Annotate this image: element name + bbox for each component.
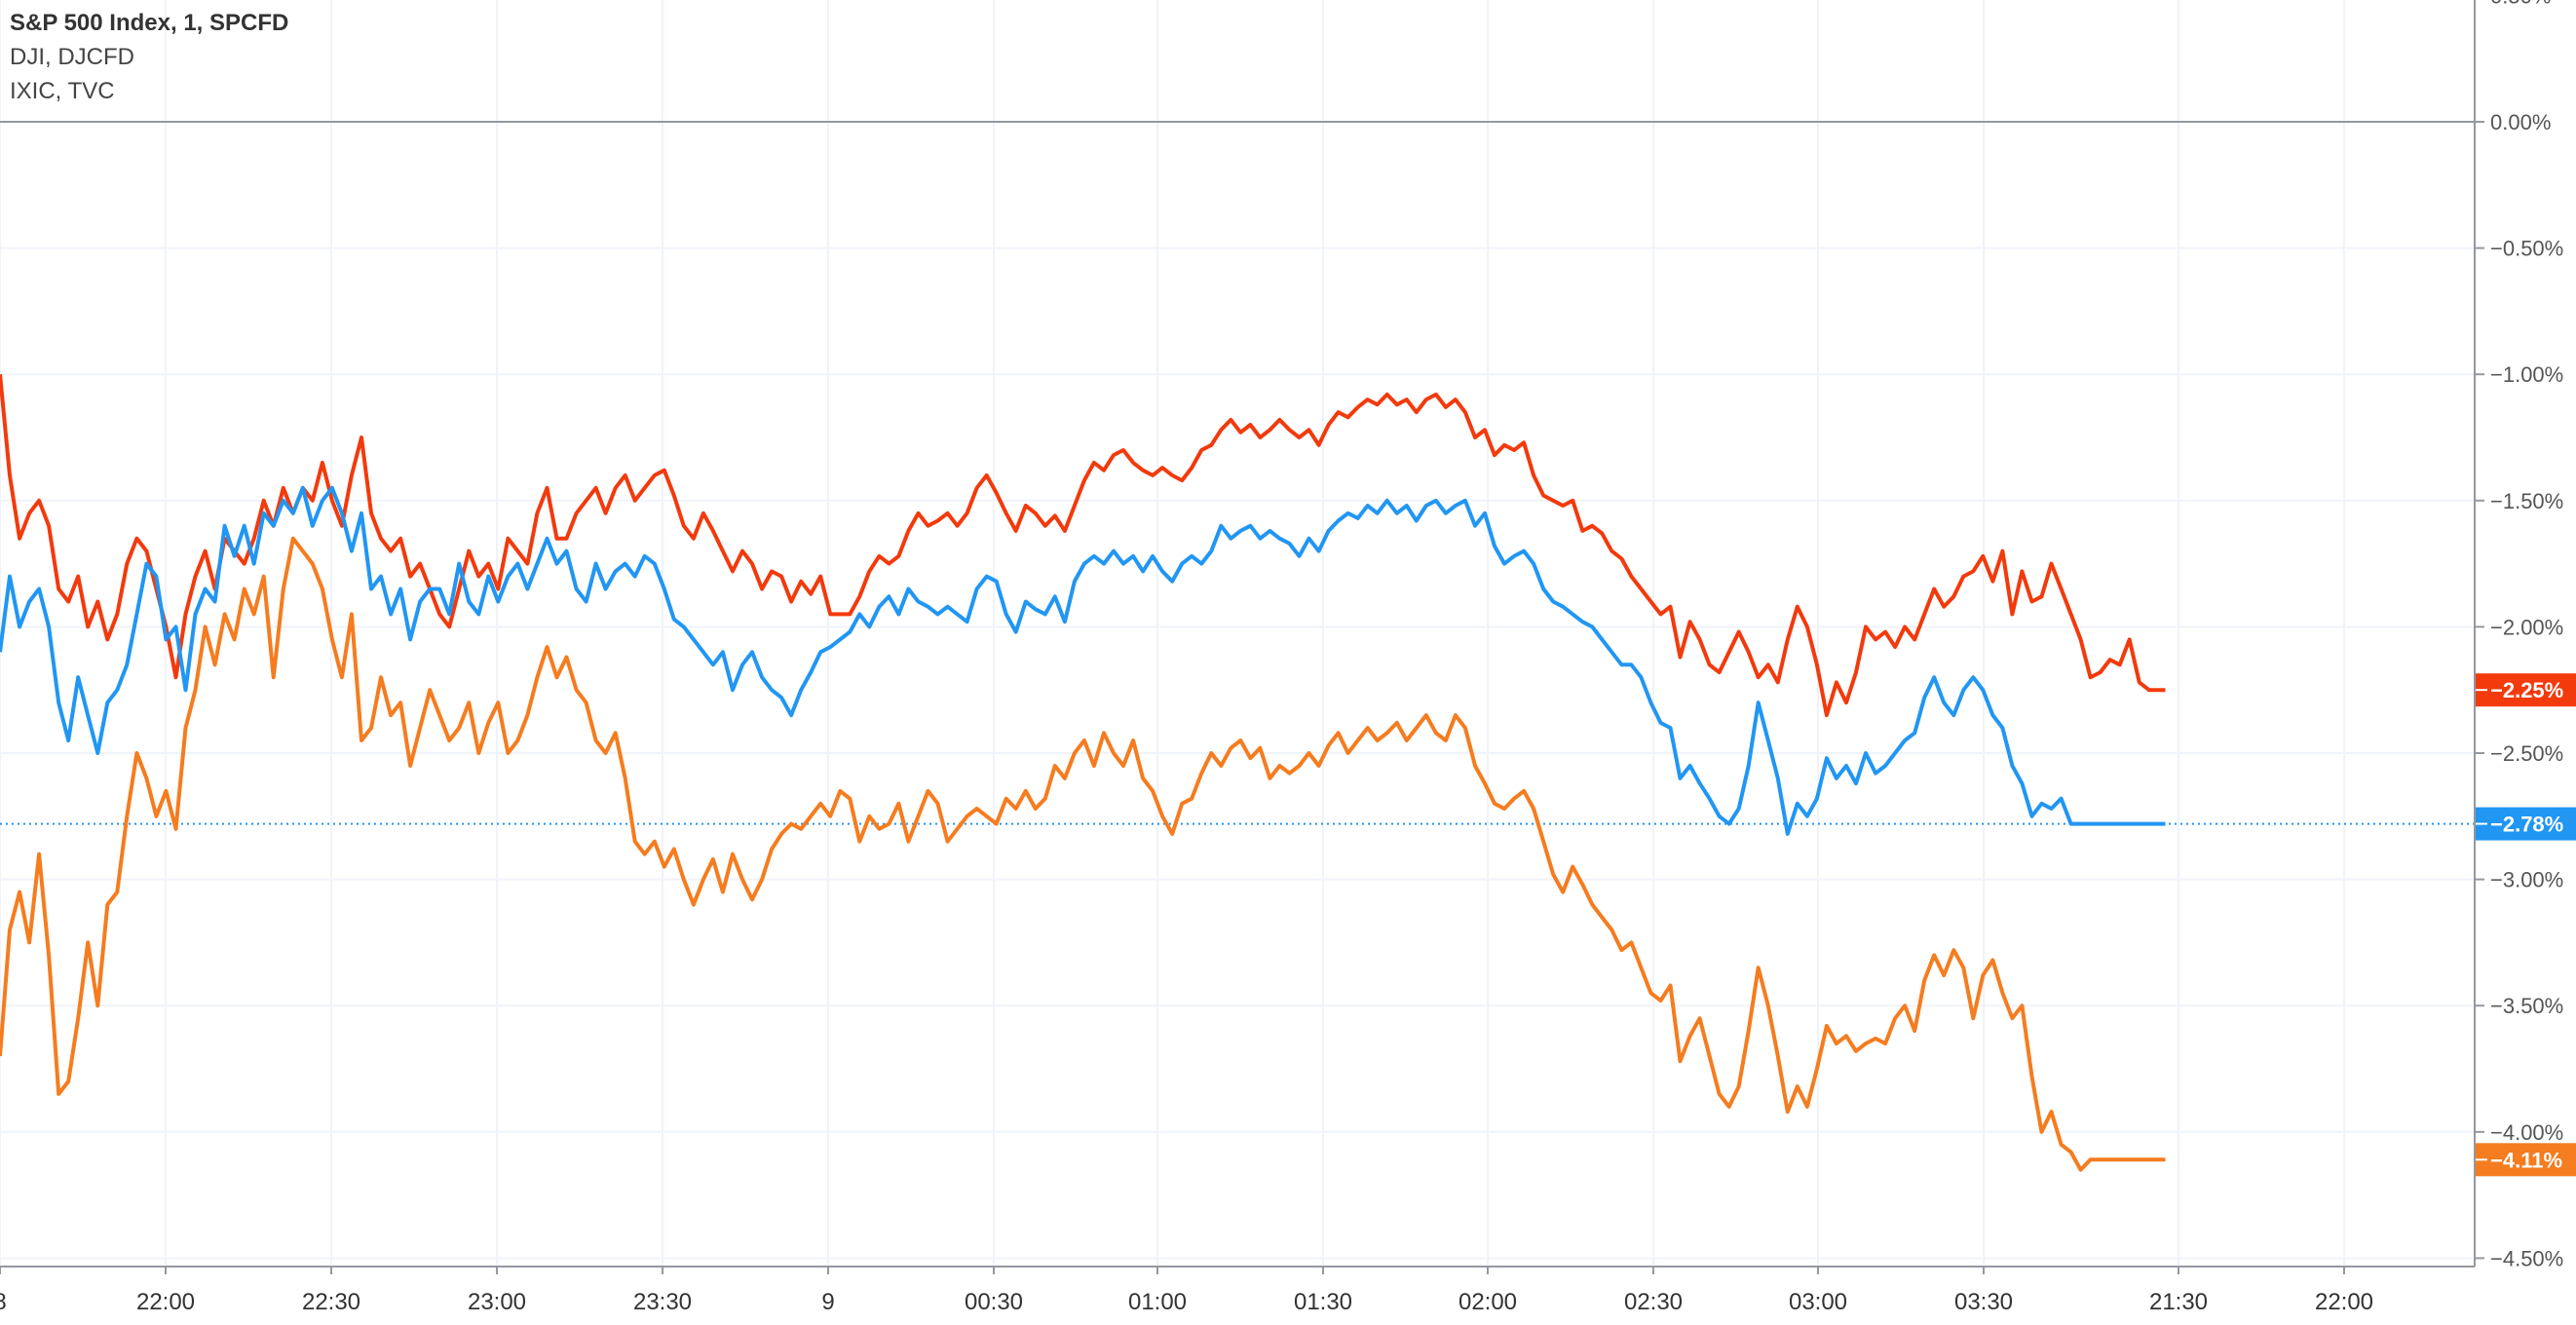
series-line-1 xyxy=(0,485,2166,836)
x-tick-label: 03:00 xyxy=(1789,1289,1847,1315)
price-label-text: −2.25% xyxy=(2490,678,2563,702)
y-tick-label: −4.50% xyxy=(2490,1246,2563,1270)
x-tick-label: 23:30 xyxy=(633,1289,692,1315)
price-label-bg xyxy=(2476,1143,2576,1177)
x-tick-label: 02:30 xyxy=(1624,1289,1683,1315)
y-tick-label: −3.00% xyxy=(2490,868,2563,892)
y-tick-label: 0.00% xyxy=(2490,110,2551,134)
y-tick-label: −3.50% xyxy=(2490,994,2563,1018)
price-label-1: −2.78% xyxy=(2476,807,2576,841)
x-tick-label: 01:30 xyxy=(1294,1289,1352,1315)
legend: S&P 500 Index, 1, SPCFD DJI, DJCFD IXIC,… xyxy=(10,6,288,108)
grid xyxy=(0,0,2475,1267)
x-tick-label: 02:00 xyxy=(1458,1289,1517,1315)
x-tick-label: 22:00 xyxy=(2315,1289,2373,1315)
price-label-bg xyxy=(2476,807,2576,841)
y-tick-label: 0.50% xyxy=(2490,0,2551,8)
x-tick-label: 23:00 xyxy=(468,1289,526,1315)
x-tick-label: 01:00 xyxy=(1128,1289,1187,1315)
series-line-0 xyxy=(0,374,2166,718)
legend-item-ixic[interactable]: IXIC, TVC xyxy=(10,78,115,104)
y-tick-label: −1.00% xyxy=(2490,362,2563,387)
x-tick-label: 00:30 xyxy=(965,1289,1023,1315)
y-tick-label: −0.50% xyxy=(2490,237,2563,261)
y-tick-label: −2.00% xyxy=(2490,615,2563,639)
x-tick-label: 9 xyxy=(821,1289,834,1315)
price-label-text: −4.11% xyxy=(2490,1148,2562,1172)
y-tick-label: −2.50% xyxy=(2490,741,2563,766)
y-tick-label: −4.00% xyxy=(2490,1120,2563,1145)
price-label-2: −4.11% xyxy=(2476,1143,2576,1177)
x-tick-label: 22:00 xyxy=(136,1289,195,1315)
x-tick-label: 8 xyxy=(0,1289,7,1315)
x-tick-label: 22:30 xyxy=(302,1289,360,1315)
x-tick-label: 03:30 xyxy=(1954,1289,2013,1315)
series-line-2 xyxy=(0,536,2166,1172)
price-label-bg xyxy=(2476,673,2576,707)
price-label-text: −2.78% xyxy=(2490,813,2563,837)
price-label-0: −2.25% xyxy=(2476,673,2576,707)
legend-item-dji[interactable]: DJI, DJCFD xyxy=(10,44,134,70)
legend-item-spx[interactable]: S&P 500 Index, 1, SPCFD xyxy=(10,10,289,36)
x-tick-label: 21:30 xyxy=(2149,1289,2208,1315)
y-tick-label: −1.50% xyxy=(2490,489,2563,513)
